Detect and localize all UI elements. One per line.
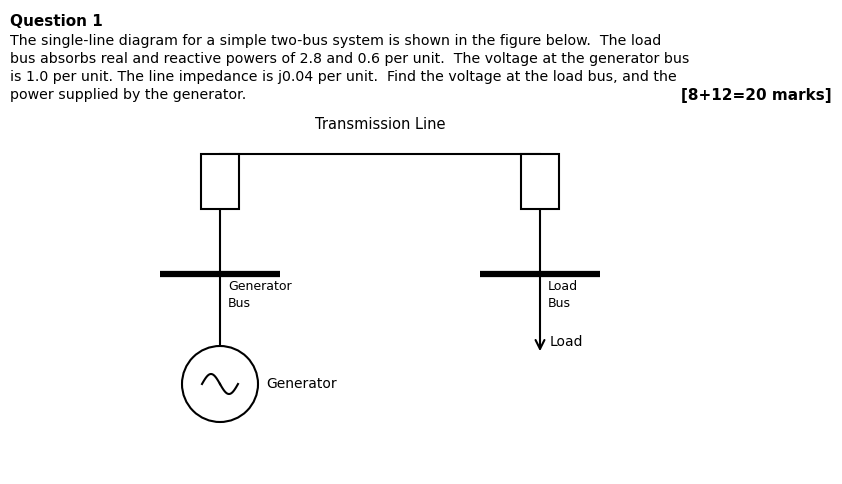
Text: Transmission Line: Transmission Line: [315, 117, 445, 132]
Text: Load
Bus: Load Bus: [548, 280, 578, 310]
Text: Generator: Generator: [266, 377, 337, 391]
Bar: [521, 154, 559, 209]
Text: is 1.0 per unit. The line impedance is j0.04 per unit.  Find the voltage at the : is 1.0 per unit. The line impedance is j…: [10, 70, 677, 84]
Text: power supplied by the generator.: power supplied by the generator.: [10, 88, 246, 102]
Text: bus absorbs real and reactive powers of 2.8 and 0.6 per unit.  The voltage at th: bus absorbs real and reactive powers of …: [10, 52, 690, 66]
Bar: [201, 154, 239, 209]
Circle shape: [182, 346, 258, 422]
Text: Load: Load: [550, 335, 584, 349]
Text: Generator
Bus: Generator Bus: [228, 280, 291, 310]
Text: [8+12=20 marks]: [8+12=20 marks]: [681, 88, 832, 103]
Text: The single-line diagram for a simple two-bus system is shown in the figure below: The single-line diagram for a simple two…: [10, 34, 661, 48]
Text: Question 1: Question 1: [10, 14, 103, 29]
